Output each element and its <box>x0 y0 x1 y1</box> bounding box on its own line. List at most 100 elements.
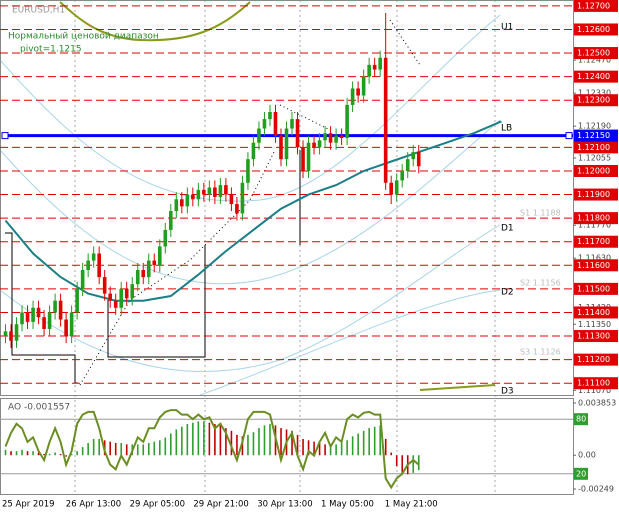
level-label: 1.11300 <box>577 332 610 341</box>
candle-body <box>334 135 338 143</box>
d3-trend <box>419 384 496 391</box>
candle-body <box>91 253 96 261</box>
level-label-bg <box>574 212 618 225</box>
level-label-bg <box>574 377 618 390</box>
y-tick-label: -0.00249 <box>578 485 614 494</box>
candle-body <box>174 199 179 212</box>
candle-body <box>42 317 46 329</box>
subtitle: Нормальный ценовой диапазон <box>8 32 159 42</box>
level-label-bg <box>574 282 618 295</box>
symbol-title: EURUSD,H1 <box>12 6 65 16</box>
channel-line <box>199 289 501 396</box>
level-label: 1.11100 <box>577 379 610 388</box>
candle-body <box>196 189 201 200</box>
y-tick-label: 1.11770 <box>578 221 611 230</box>
pivot-label-bg <box>574 129 618 142</box>
level-label: 1.12000 <box>577 166 610 175</box>
candle-body <box>411 152 416 160</box>
candle-body <box>218 185 223 197</box>
x-tick-label: 29 Apr 21:00 <box>193 500 248 510</box>
level-label-bg <box>574 0 618 12</box>
level-label-bg <box>574 70 618 83</box>
level-label-bg <box>574 164 618 177</box>
pivot-handle <box>1 132 9 140</box>
level-label-bg <box>574 306 618 319</box>
candle-body <box>185 194 190 207</box>
level-label: 1.12100 <box>577 143 610 152</box>
candle-body <box>394 180 399 195</box>
candle-body <box>301 147 305 171</box>
level-annotation: U1 <box>501 23 513 33</box>
level-annotation: D2 <box>501 288 514 298</box>
candle-body <box>36 307 41 318</box>
level-annotation: D1 <box>501 224 514 234</box>
candle-body <box>400 170 405 181</box>
y-tick-label: 1.11350 <box>578 320 611 329</box>
candle-body <box>202 189 206 195</box>
candle-body <box>312 142 316 148</box>
candle-body <box>31 307 35 322</box>
pivot-level-label: S3 1.1126 <box>520 348 561 357</box>
pivot-level-label: S1 1.1188 <box>520 209 561 218</box>
candle-body <box>64 319 68 337</box>
level-annotation: LB <box>501 124 512 134</box>
level-label-bg <box>574 141 618 154</box>
level-label-bg <box>574 94 618 107</box>
candle-body <box>163 229 168 247</box>
indicator-frame <box>0 398 574 495</box>
y-tick-label: 0.00 <box>578 451 596 460</box>
pivot-text: pivot=1.1215 <box>20 45 82 55</box>
candle-body <box>146 260 151 278</box>
level-label: 1.11500 <box>577 284 610 293</box>
candle-body <box>361 76 366 96</box>
candle-body <box>119 288 124 308</box>
ao-title: AO -0.001557 <box>8 403 70 413</box>
candle-body <box>124 288 129 299</box>
candle-body <box>80 270 85 289</box>
candle-body <box>191 194 195 200</box>
x-tick-label: 26 Apr 13:00 <box>66 500 121 510</box>
candle-body <box>246 159 250 183</box>
level-annotation: D3 <box>501 387 514 397</box>
candle-body <box>113 300 118 308</box>
candle-body <box>290 119 294 129</box>
pivot-label: 1.12150 <box>577 131 610 140</box>
candle-body <box>405 159 410 171</box>
candle-body <box>279 135 283 160</box>
candle-body <box>75 288 79 313</box>
candle-body <box>240 182 245 214</box>
candle-body <box>345 104 349 138</box>
y-tick-label: 0.003853 <box>578 399 616 408</box>
stoch-level-bg <box>574 467 588 480</box>
candle-body <box>262 119 267 129</box>
channel-line <box>0 119 501 285</box>
stochastic-line <box>4 409 420 490</box>
level-label: 1.12300 <box>577 96 610 105</box>
level-label-bg <box>574 259 618 272</box>
candle-body <box>323 133 327 141</box>
candle-body <box>69 312 74 337</box>
level-label: 1.11800 <box>577 214 610 223</box>
envelope-curve <box>59 1 251 42</box>
candle-body <box>416 152 421 167</box>
x-tick-label: 29 Apr 05:00 <box>130 500 185 510</box>
candle-body <box>97 253 101 278</box>
candle-body <box>47 312 52 329</box>
level-label: 1.11600 <box>577 261 610 270</box>
level-label: 1.12500 <box>577 49 610 58</box>
level-label-bg <box>574 330 618 343</box>
candle-body <box>108 293 112 301</box>
y-tick-label: 1.12330 <box>578 89 611 98</box>
main-frame <box>0 0 574 396</box>
x-tick-label: 30 Apr 13:00 <box>257 500 312 510</box>
candle-body <box>180 199 184 207</box>
candle-body <box>383 57 388 183</box>
pivot-level-label: S2 1.1156 <box>520 279 561 288</box>
candle-body <box>235 203 239 214</box>
x-tick-label: 25 Apr 2019 <box>2 500 55 510</box>
y-tick-label: 1.11070 <box>578 386 611 395</box>
candle-body <box>356 88 360 96</box>
candle-body <box>3 331 8 337</box>
